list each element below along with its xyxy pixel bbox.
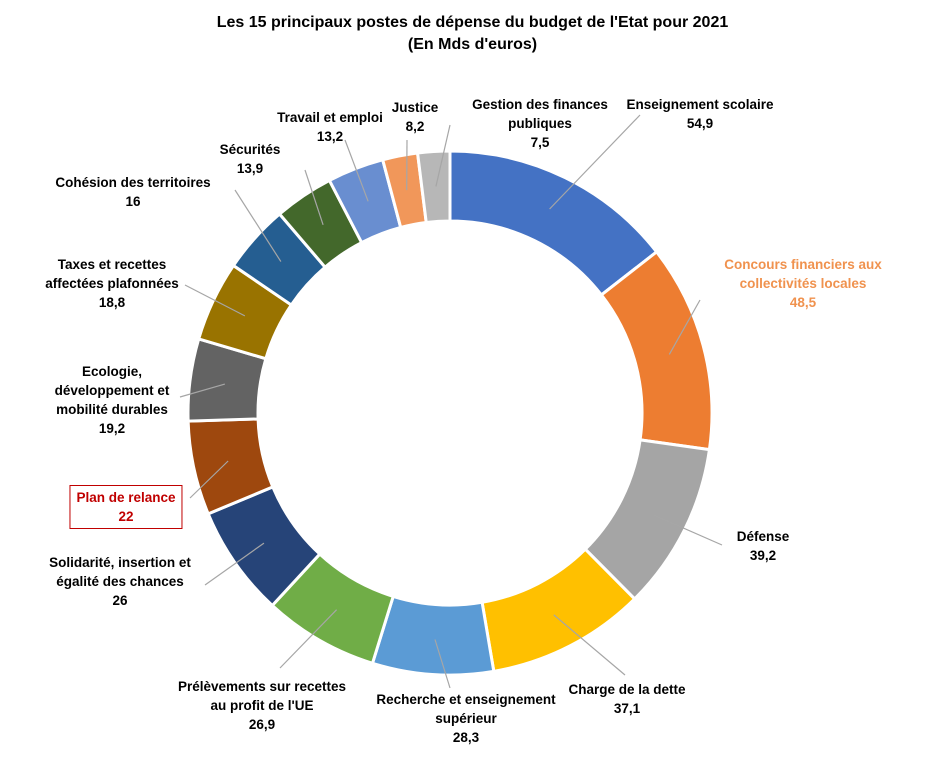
category-label: Charge de la dette [568, 682, 686, 697]
value-label: 16 [125, 194, 141, 209]
category-label: Concours financiers aux collectivités lo… [724, 257, 882, 291]
data-label: Taxes et recettes affectées plafonnées 18… [32, 255, 192, 312]
data-label: Plan de relance 22 [69, 485, 183, 529]
leader-line [549, 114, 641, 210]
value-label: 19,2 [98, 421, 126, 436]
value-label: 13,9 [236, 161, 264, 176]
data-label: Sécurités 13,9 [205, 140, 295, 178]
category-label: Ecologie, développement et mobilité dura… [54, 364, 170, 417]
data-label: Justice 8,2 [380, 98, 450, 136]
category-label: Travail et emploi [277, 110, 383, 125]
data-label: Travail et emploi 13,2 [275, 108, 385, 146]
category-label: Recherche et enseignement supérieur [376, 692, 556, 726]
data-label: Solidarité, insertion et égalité des cha… [33, 553, 208, 610]
value-label: 26 [112, 593, 128, 608]
data-label: Concours financiers aux collectivités lo… [711, 255, 896, 312]
donut-segment [415, 149, 452, 225]
value-label: 7,5 [530, 135, 550, 150]
chart-subtitle: (En Mds d'euros) [407, 36, 538, 53]
value-label: 28,3 [452, 730, 480, 745]
value-label: 37,1 [613, 701, 641, 716]
category-label: Taxes et recettes affectées plafonnées [45, 257, 179, 291]
data-label: Ecologie, développement et mobilité dura… [37, 362, 187, 438]
value-label: 39,2 [749, 548, 777, 563]
value-label: 26,9 [248, 717, 276, 732]
category-label: Solidarité, insertion et égalité des cha… [49, 555, 191, 589]
value-label: 54,9 [686, 116, 714, 131]
leader-line [204, 542, 265, 586]
value-label: 8,2 [405, 119, 425, 134]
leader-line [189, 460, 229, 499]
data-label: Prélèvements sur recettes au profit de l… [170, 677, 355, 734]
leader-line [553, 614, 626, 676]
leader-line [652, 514, 723, 546]
category-label: Justice [391, 100, 439, 115]
leader-line [279, 609, 338, 669]
data-label: Défense 39,2 [713, 527, 813, 565]
category-label: Prélèvements sur recettes au profit de l… [177, 679, 347, 713]
category-label: Plan de relance [76, 490, 176, 505]
leader-line [668, 299, 701, 355]
leader-line [184, 284, 246, 317]
data-label: Enseignement scolaire 54,9 [615, 95, 785, 133]
category-label: Gestion des finances publiques [472, 97, 608, 131]
category-label: Cohésion des territoires [55, 175, 211, 190]
data-label: Recherche et enseignement supérieur 28,3 [376, 690, 556, 747]
donut-segment [599, 249, 714, 452]
leader-line [304, 169, 324, 225]
value-label: 18,8 [98, 295, 126, 310]
value-label: 22 [118, 509, 134, 524]
donut-segment [448, 149, 659, 298]
value-label: 13,2 [316, 129, 344, 144]
category-label: Défense [736, 529, 790, 544]
category-label: Sécurités [219, 142, 281, 157]
category-label: Enseignement scolaire [626, 97, 774, 112]
value-label: 48,5 [789, 295, 817, 310]
leader-line [435, 124, 451, 187]
leader-line [434, 639, 451, 689]
chart-title: Les 15 principaux postes de dépense du b… [216, 14, 729, 31]
data-label: Charge de la dette 37,1 [547, 680, 707, 718]
leader-line [234, 189, 282, 262]
leader-line [179, 383, 226, 398]
leader-line [344, 139, 369, 202]
data-label: Gestion des finances publiques 7,5 [460, 95, 620, 152]
data-label: Cohésion des territoires 16 [33, 173, 233, 211]
